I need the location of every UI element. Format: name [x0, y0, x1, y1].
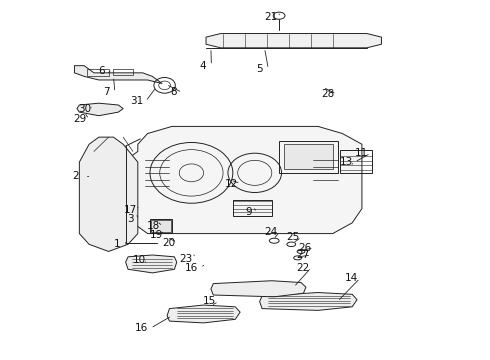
- Text: 9: 9: [245, 207, 252, 217]
- Text: 4: 4: [199, 61, 206, 71]
- Polygon shape: [77, 103, 123, 116]
- Text: 13: 13: [340, 157, 353, 167]
- Text: 16: 16: [135, 323, 148, 333]
- Text: 1: 1: [114, 239, 121, 249]
- Text: 7: 7: [103, 87, 109, 98]
- Text: 2: 2: [73, 171, 79, 181]
- Polygon shape: [167, 305, 240, 323]
- Polygon shape: [123, 126, 362, 234]
- Text: 12: 12: [225, 179, 239, 189]
- Text: 16: 16: [185, 262, 198, 273]
- Text: 18: 18: [147, 221, 161, 231]
- Text: 14: 14: [344, 273, 358, 283]
- Text: 15: 15: [203, 296, 217, 306]
- Bar: [151, 220, 171, 232]
- Text: 28: 28: [321, 89, 335, 99]
- Bar: [340, 150, 372, 173]
- Text: 25: 25: [286, 232, 299, 242]
- Text: 30: 30: [78, 104, 92, 113]
- Bar: [87, 68, 109, 76]
- Text: 6: 6: [98, 66, 104, 76]
- Text: 22: 22: [296, 262, 309, 273]
- Text: 20: 20: [162, 238, 175, 248]
- Text: 26: 26: [298, 243, 312, 253]
- Bar: [150, 219, 172, 233]
- Text: 3: 3: [127, 214, 134, 224]
- Bar: [114, 69, 133, 75]
- Text: 11: 11: [355, 148, 368, 158]
- Text: 10: 10: [133, 255, 146, 265]
- Polygon shape: [211, 281, 306, 297]
- Polygon shape: [260, 293, 357, 310]
- Bar: [279, 141, 338, 173]
- Text: 21: 21: [264, 13, 277, 22]
- Text: 27: 27: [296, 250, 309, 260]
- Bar: [233, 200, 272, 216]
- Polygon shape: [206, 33, 381, 48]
- Text: 23: 23: [179, 253, 192, 264]
- Text: 8: 8: [170, 87, 177, 98]
- Text: 31: 31: [130, 96, 144, 107]
- Polygon shape: [74, 66, 162, 84]
- Text: 29: 29: [74, 114, 87, 124]
- Polygon shape: [125, 255, 177, 273]
- Bar: [284, 144, 333, 169]
- Text: 19: 19: [150, 230, 163, 240]
- Text: 24: 24: [264, 227, 277, 237]
- Polygon shape: [79, 137, 138, 251]
- Text: 17: 17: [124, 205, 137, 215]
- Text: 5: 5: [256, 64, 263, 74]
